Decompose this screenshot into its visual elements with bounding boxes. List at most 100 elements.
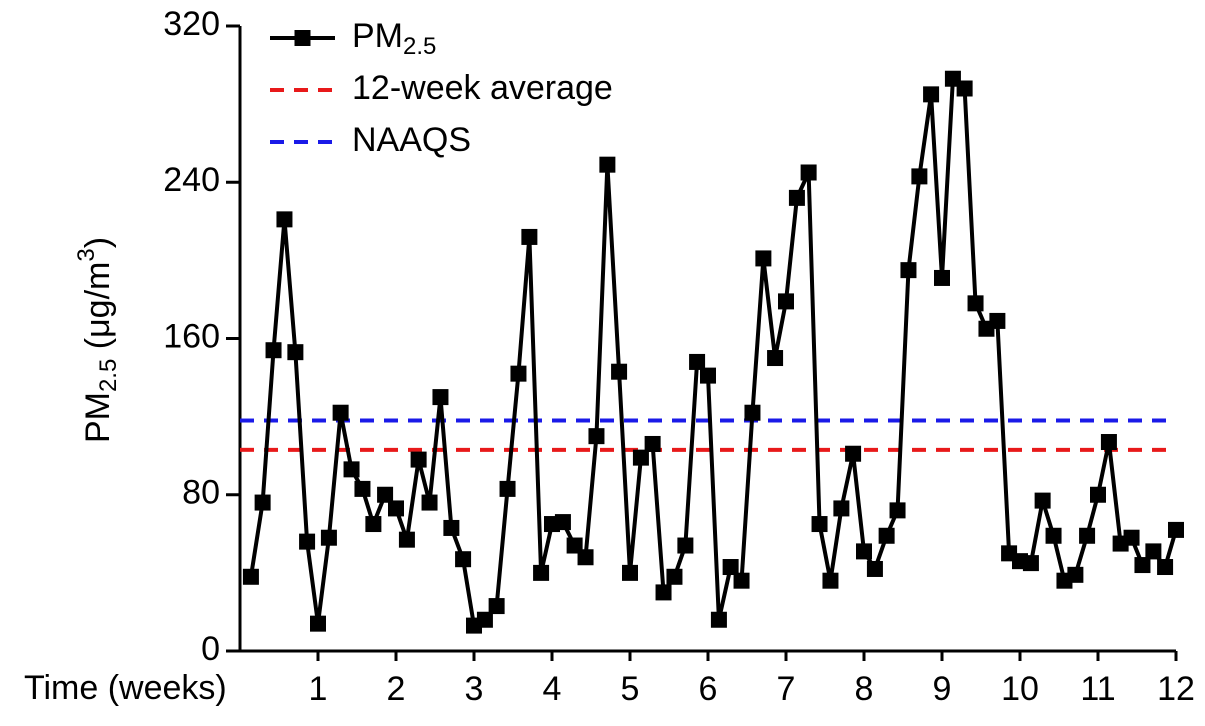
- data-point: [923, 86, 940, 103]
- y-tick-label: 80: [182, 474, 220, 512]
- data-point: [1123, 529, 1140, 546]
- data-point: [332, 404, 349, 421]
- data-point: [778, 293, 794, 310]
- data-point: [254, 494, 271, 511]
- data-point: [800, 164, 817, 181]
- data-point: [967, 295, 984, 312]
- x-tick-label: 1: [309, 670, 328, 708]
- data-point: [533, 564, 550, 581]
- legend-marker: [294, 30, 311, 46]
- y-tick-label: 160: [163, 317, 220, 355]
- data-point: [510, 365, 527, 382]
- data-point: [388, 500, 404, 517]
- data-point: [499, 480, 516, 497]
- data-point: [287, 344, 304, 361]
- data-point: [1034, 492, 1051, 509]
- x-tick-label: 5: [621, 670, 640, 708]
- y-tick-label: 320: [163, 5, 220, 43]
- data-point: [822, 572, 839, 589]
- y-label-rest: (μg/m: [79, 262, 117, 359]
- data-point: [588, 428, 605, 445]
- data-point: [622, 564, 638, 581]
- data-point: [398, 531, 415, 548]
- data-point: [1157, 559, 1174, 576]
- y-label-sup: 3: [73, 248, 100, 261]
- data-point: [299, 533, 316, 550]
- x-tick-label: 9: [933, 670, 952, 708]
- data-point: [455, 551, 472, 568]
- data-point: [320, 529, 337, 546]
- data-point: [632, 449, 649, 466]
- data-point: [655, 584, 672, 601]
- data-point: [956, 80, 973, 97]
- data-point: [644, 435, 661, 452]
- data-point: [845, 445, 862, 462]
- y-label-main: PM: [79, 392, 117, 443]
- data-point: [833, 500, 850, 517]
- data-point: [677, 537, 694, 554]
- data-point: [722, 559, 739, 576]
- data-point: [1168, 521, 1184, 538]
- y-label-sub: 2.5: [95, 359, 122, 392]
- data-line: [248, 76, 1178, 628]
- data-point: [410, 451, 427, 468]
- data-point: [554, 514, 571, 531]
- data-point: [788, 189, 805, 206]
- data-point: [733, 572, 750, 589]
- data-point: [811, 516, 828, 533]
- legend-label-main: PM: [352, 17, 403, 55]
- data-point: [276, 211, 293, 228]
- data-point: [856, 543, 872, 560]
- data-point: [310, 615, 326, 632]
- data-point: [265, 342, 282, 359]
- data-point: [432, 389, 449, 406]
- x-tick-label: 6: [699, 670, 718, 708]
- data-point: [710, 611, 727, 628]
- y-tick-label: 0: [201, 630, 220, 668]
- data-point: [521, 228, 538, 245]
- data-point: [343, 461, 360, 478]
- legend-label: NAAQS: [352, 121, 471, 159]
- data-point: [599, 156, 616, 173]
- data-point: [1100, 434, 1117, 451]
- data-point: [1045, 527, 1062, 544]
- y-tick-label: 240: [163, 161, 220, 199]
- data-point: [354, 480, 371, 497]
- data-point: [934, 269, 950, 286]
- data-point: [365, 516, 382, 533]
- data-point: [242, 568, 259, 585]
- x-axis-label: Time (weeks): [24, 669, 227, 707]
- data-point: [666, 568, 683, 585]
- x-tick-label: 7: [777, 670, 796, 708]
- data-point: [488, 598, 505, 615]
- data-point: [878, 527, 895, 544]
- data-point: [744, 404, 761, 421]
- data-point: [1090, 486, 1106, 503]
- x-tick-label: 4: [543, 670, 562, 708]
- data-point: [611, 363, 628, 380]
- legend-label: PM2.5: [352, 17, 436, 60]
- data-point: [1022, 555, 1039, 572]
- legend-label: 12-week average: [352, 69, 613, 107]
- y-axis-label: PM2.5 (μg/m3): [73, 237, 122, 443]
- data-point: [866, 560, 883, 577]
- legend-label-sub: 2.5: [403, 33, 436, 60]
- data-point: [989, 312, 1006, 329]
- data-point: [443, 519, 460, 536]
- x-tick-label: 11: [1080, 670, 1115, 708]
- data-point: [889, 502, 906, 519]
- data-point: [1134, 557, 1151, 574]
- data-point: [911, 168, 928, 185]
- x-tick-label: 2: [387, 670, 406, 708]
- data-point: [689, 353, 706, 370]
- data-point: [476, 611, 493, 628]
- data-point: [377, 486, 394, 503]
- data-point: [767, 350, 784, 367]
- data-point: [577, 549, 594, 566]
- x-tick-label: 8: [855, 670, 874, 708]
- data-point: [1067, 566, 1084, 583]
- data-point: [700, 367, 716, 384]
- data-point: [900, 262, 917, 279]
- x-tick-label: 3: [465, 670, 484, 708]
